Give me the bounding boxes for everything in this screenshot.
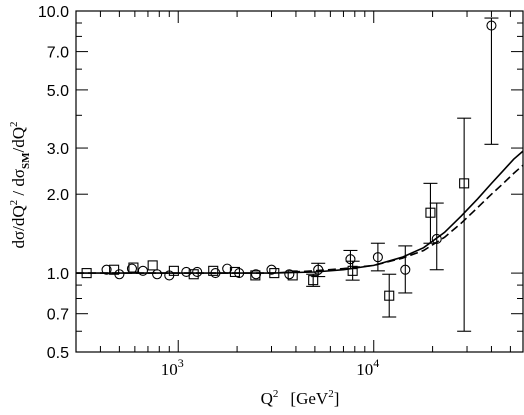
circle-marker (345, 254, 356, 265)
circle-marker (372, 252, 383, 263)
y-tick-label: 10.0 (38, 4, 69, 21)
x-tick-label: 104 (356, 356, 379, 379)
square-marker (250, 270, 261, 281)
circle-marker (164, 270, 175, 281)
y-tick-label: 1.0 (47, 266, 69, 283)
dashed-curve (76, 164, 524, 274)
circle-marker (222, 263, 233, 274)
square-marker (347, 265, 358, 276)
circle-marker (210, 268, 221, 279)
circle-marker (126, 263, 138, 274)
circle-marker (152, 269, 163, 280)
circle-marker (114, 269, 125, 280)
circle-marker (101, 264, 112, 275)
y-tick-label: 2.0 (47, 187, 69, 204)
square-marker (81, 268, 92, 279)
circle-marker (266, 264, 277, 275)
square-marker (269, 268, 280, 279)
x-tick-exponent: 3 (178, 356, 184, 370)
circle-marker (431, 233, 442, 244)
y-axis-title: dσ/dQ2 / dσSM/dQ2 (8, 121, 32, 248)
model-curves (76, 150, 524, 274)
data-markers (81, 20, 497, 301)
x-tick-base: 10 (356, 360, 373, 379)
plot-frame (75, 10, 524, 353)
y-tick-labels: 0.5 0.7 1.0 2.0 3.0 5.0 7.0 10.0 (38, 4, 69, 362)
square-marker (208, 265, 219, 276)
x-tick-labels: 103 104 (161, 356, 380, 379)
square-marker (147, 260, 158, 271)
square-marker (384, 290, 395, 301)
circle-marker (284, 269, 295, 280)
square-marker (128, 262, 139, 273)
y-tick-label: 0.5 (47, 345, 69, 362)
square-marker (425, 207, 436, 218)
circle-marker (137, 265, 148, 276)
square-marker (308, 275, 319, 286)
error-bars (306, 17, 499, 332)
y-tick-label: 5.0 (47, 83, 69, 100)
circle-marker (250, 269, 262, 280)
circle-marker (400, 264, 411, 275)
circle-marker (313, 264, 324, 275)
solid-curve (76, 150, 524, 274)
y-tick-label: 3.0 (47, 141, 69, 158)
circle-marker (192, 266, 203, 278)
square-marker (459, 178, 470, 189)
square-marker (188, 269, 199, 280)
x-tick-label: 103 (161, 356, 184, 379)
circle-marker (181, 266, 192, 278)
x-tick-base: 10 (161, 360, 178, 379)
circle-marker (486, 20, 497, 31)
x-axis-title: Q2 [GeV2] (261, 388, 340, 408)
x-tick-exponent: 4 (373, 356, 379, 370)
y-tick-label: 7.0 (47, 45, 69, 62)
circle-marker (234, 268, 245, 279)
y-tick-label: 0.7 (47, 307, 69, 324)
axis-ticks (75, 10, 523, 353)
